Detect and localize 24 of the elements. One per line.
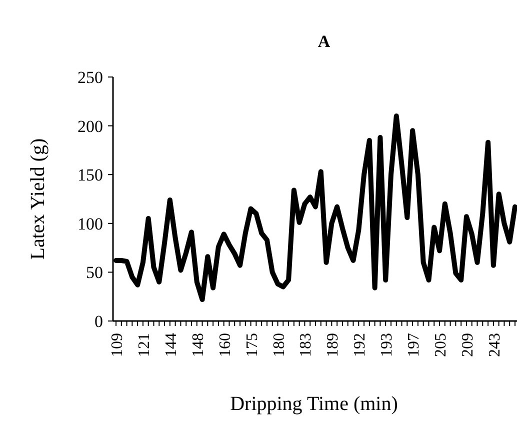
x-tick-label: 189 [324, 333, 342, 357]
x-tick-label: 193 [378, 333, 396, 357]
x-tick-label: 144 [162, 333, 180, 357]
y-tick-label: 0 [94, 312, 103, 331]
chart-title: A [318, 32, 331, 51]
x-tick-label: 148 [190, 333, 207, 357]
x-axis-title: Dripping Time (min) [230, 393, 398, 415]
x-tick-label: 243 [486, 333, 504, 357]
y-tick-label: 200 [78, 116, 103, 136]
y-axis-title: Latex Yield (g) [27, 138, 49, 260]
x-tick-label: 183 [298, 333, 315, 357]
x-tick-label: 109 [109, 333, 126, 357]
x-tick-label: 192 [352, 333, 369, 357]
x-tick-label: 160 [216, 333, 234, 357]
x-tick-label: 175 [244, 333, 261, 357]
y-tick-label: 100 [78, 214, 103, 234]
y-tick-label: 50 [86, 263, 103, 282]
x-tick-label: 180 [270, 333, 288, 357]
x-tick-label: 197 [406, 333, 423, 357]
x-tick-label: 209 [459, 333, 476, 357]
x-tick-label: 121 [136, 333, 153, 357]
y-tick-label: 250 [78, 68, 103, 87]
x-tick-label: 205 [432, 333, 450, 357]
y-tick-label: 150 [78, 166, 103, 185]
